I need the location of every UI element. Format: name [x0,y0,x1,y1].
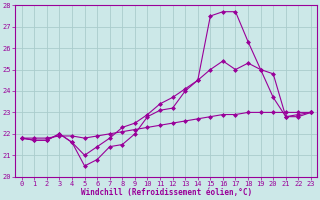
X-axis label: Windchill (Refroidissement éolien,°C): Windchill (Refroidissement éolien,°C) [81,188,252,197]
